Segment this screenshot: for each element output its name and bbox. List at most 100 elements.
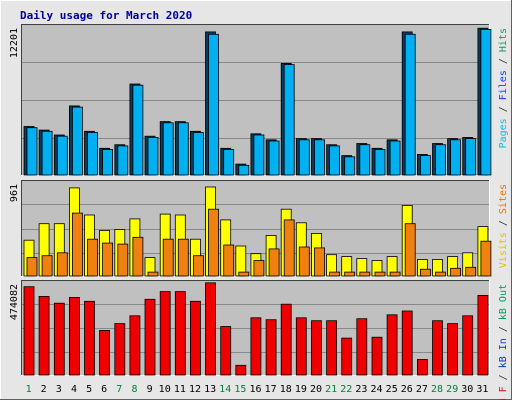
bar-kb-f-day-29: [447, 323, 459, 376]
bar-pages-day-29: [450, 139, 462, 176]
bar-pages-day-6: [102, 149, 113, 176]
bar-pages-day-16: [253, 134, 265, 176]
bar-kb-f-day-5: [84, 300, 95, 376]
x-tick-label-26: 26: [401, 384, 413, 395]
legend-entry: /: [498, 214, 509, 232]
x-tick-label-31: 31: [476, 384, 488, 395]
x-tick-label-2: 2: [41, 384, 47, 395]
x-tick-label-24: 24: [370, 384, 382, 395]
bar-sites-day-13: [208, 208, 219, 277]
bar-pages-day-15: [238, 164, 250, 176]
x-tick-label-21: 21: [325, 384, 337, 395]
bar-kb-f-day-13: [205, 282, 216, 376]
bar-sites-day-30: [465, 266, 477, 277]
x-tick-label-16: 16: [249, 384, 261, 395]
x-tick-label-17: 17: [265, 384, 277, 395]
legend-entry: Hits: [498, 28, 509, 52]
bar-kb-f-day-10: [159, 291, 171, 376]
bar-kb-f-day-9: [144, 298, 156, 376]
legend-entry: /: [498, 52, 509, 70]
x-tick-label-4: 4: [71, 384, 77, 395]
x-tick-label-20: 20: [310, 384, 322, 395]
bar-kb-f-day-11: [174, 291, 186, 376]
bar-kb-f-day-30: [462, 315, 474, 376]
y-max-label: 961: [9, 184, 20, 202]
y-max-label: 474082: [9, 284, 20, 320]
bar-pages-day-31: [480, 28, 492, 176]
x-tick-label-25: 25: [386, 384, 398, 395]
bar-pages-day-4: [72, 106, 83, 176]
bar-kb-f-day-17: [265, 319, 277, 376]
x-tick-label-30: 30: [461, 384, 473, 395]
bar-sites-day-2: [41, 255, 53, 277]
bar-kb-f-day-20: [311, 320, 322, 376]
bar-sites-day-23: [359, 271, 371, 277]
panel-top: 12201 Pages / Files / Hits: [9, 24, 509, 176]
panel-legend: kB F / kB In / kB Out: [498, 284, 509, 400]
bar-pages-day-5: [87, 132, 98, 176]
bar-kb-f-day-15: [235, 364, 247, 376]
legend-entry: kB In: [498, 338, 509, 368]
bar-pages-day-28: [435, 144, 446, 176]
bar-sites-day-15: [238, 271, 250, 277]
legend-entry: /: [498, 320, 509, 338]
panel-legend: Visits / Sites: [498, 184, 509, 268]
bar-pages-day-11: [177, 122, 189, 176]
bar-kb-f-day-26: [401, 310, 413, 376]
bar-kb-f-day-4: [69, 296, 80, 376]
y-max-label: 12201: [9, 28, 20, 58]
bar-pages-day-24: [374, 149, 386, 176]
x-tick-label-15: 15: [234, 384, 246, 395]
bar-sites-day-14: [223, 244, 235, 277]
x-tick-label-7: 7: [116, 384, 122, 395]
bar-sites-day-16: [253, 260, 265, 277]
legend-entry: kB Out: [498, 284, 509, 320]
x-tick-label-8: 8: [131, 384, 137, 395]
x-tick-label-6: 6: [101, 384, 107, 395]
bar-pages-day-25: [389, 140, 401, 176]
bar-sites-day-3: [56, 252, 68, 277]
bar-sites-day-21: [329, 271, 341, 277]
bar-pages-day-23: [359, 144, 371, 176]
x-tick-label-11: 11: [174, 384, 186, 395]
bar-sites-day-31: [480, 240, 492, 277]
bar-sites-day-1: [26, 257, 38, 277]
bar-pages-day-17: [268, 140, 280, 176]
bar-pages-day-3: [56, 135, 68, 176]
bar-pages-day-26: [404, 33, 416, 176]
x-tick-label-10: 10: [159, 384, 171, 395]
bar-kb-f-day-31: [477, 294, 489, 376]
bar-pages-day-1: [26, 127, 38, 176]
bar-sites-day-28: [435, 271, 446, 277]
bar-sites-day-10: [162, 238, 174, 277]
bar-kb-f-day-19: [295, 317, 307, 376]
bar-sites-day-11: [177, 238, 189, 277]
bar-kb-f-day-24: [371, 336, 383, 376]
bar-sites-day-29: [450, 267, 462, 277]
x-tick-label-3: 3: [56, 384, 62, 395]
bar-sites-day-6: [102, 242, 113, 277]
panel-legend: Pages / Files / Hits: [498, 28, 509, 148]
bar-sites-day-24: [374, 271, 386, 277]
bar-sites-day-26: [404, 223, 416, 277]
bar-pages-day-7: [117, 145, 129, 176]
bar-kb-f-day-3: [53, 302, 65, 376]
legend-entry: kB F: [498, 386, 509, 400]
x-tick-label-22: 22: [340, 384, 352, 395]
x-tick-label-1: 1: [26, 384, 32, 395]
panel-middle: 961 Visits / Sites: [9, 180, 509, 277]
x-tick-label-14: 14: [219, 384, 231, 395]
bar-pages-day-20: [314, 139, 325, 176]
bar-visits-day-15: [235, 245, 247, 277]
x-tick-label-13: 13: [204, 384, 216, 395]
bar-kb-f-day-27: [416, 359, 428, 376]
legend-entry: Visits: [498, 232, 509, 268]
bar-sites-day-27: [419, 268, 431, 277]
legend-entry: Pages: [498, 118, 509, 148]
bar-kb-f-day-25: [386, 314, 398, 376]
bar-sites-day-19: [298, 246, 310, 277]
bar-pages-day-30: [465, 138, 477, 176]
bar-pages-day-19: [298, 139, 310, 176]
